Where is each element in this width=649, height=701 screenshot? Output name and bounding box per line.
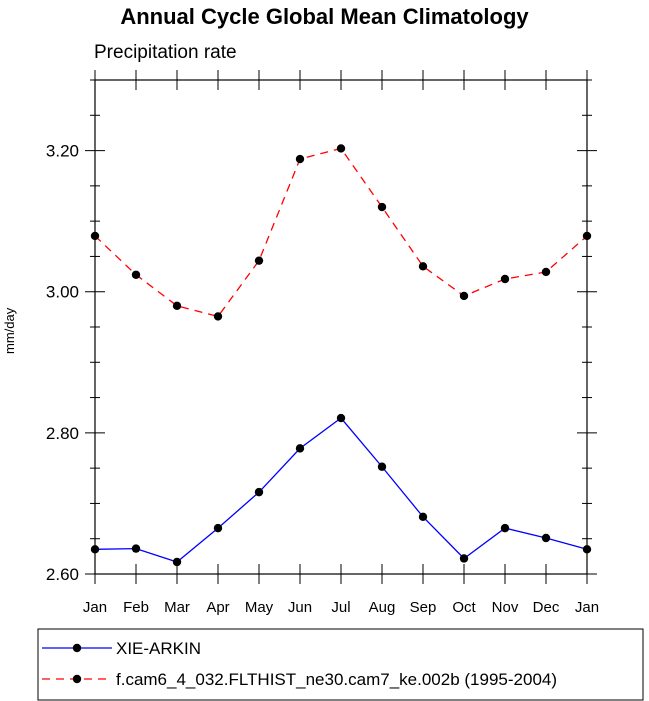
plot-frame (94, 79, 588, 575)
legend-label-2: f.cam6_4_032.FLTHIST_ne30.cam7_ke.002b (… (116, 670, 557, 689)
data-point (172, 301, 182, 311)
data-point (418, 512, 428, 522)
x-tick-label: Mar (164, 599, 190, 616)
data-point (213, 523, 223, 533)
data-point (377, 202, 387, 212)
y-tick-label: 2.80 (46, 424, 79, 443)
data-point (418, 262, 428, 271)
data-point (582, 231, 592, 241)
legend-box (37, 628, 644, 701)
data-point (90, 545, 100, 554)
data-point (295, 154, 305, 164)
chart-subtitle: Precipitation rate (94, 42, 237, 63)
x-tick-label: Jan (575, 599, 599, 616)
data-point (336, 144, 346, 153)
data-point (459, 554, 469, 563)
x-tick-label: May (245, 599, 274, 616)
legend-marker-2 (72, 674, 82, 684)
data-point (500, 523, 510, 533)
x-tick-label: Aug (369, 599, 396, 616)
data-point (336, 413, 346, 423)
data-point (500, 274, 510, 284)
chart-title: Annual Cycle Global Mean Climatology (120, 4, 529, 29)
data-point (90, 231, 100, 241)
data-point (541, 533, 551, 543)
data-point (213, 312, 223, 321)
data-point (254, 487, 264, 497)
data-point (131, 270, 141, 279)
series-line-2 (94, 147, 588, 318)
x-tick-label: Sep (410, 599, 437, 616)
x-tick-label: Feb (123, 599, 149, 616)
data-point (131, 544, 141, 553)
data-point (172, 557, 182, 567)
legend-label-1: XIE-ARKIN (116, 639, 201, 658)
x-tick-label: Apr (206, 599, 229, 616)
x-tick-label: Jan (83, 599, 107, 616)
x-tick-label: Nov (492, 599, 519, 616)
data-point (582, 545, 592, 554)
x-tick-label: Oct (452, 599, 476, 616)
x-tick-label: Dec (533, 599, 560, 616)
data-point (295, 444, 305, 453)
y-tick-label: 3.00 (46, 283, 79, 302)
series-line-1 (94, 417, 588, 563)
legend-marker-1 (72, 643, 82, 653)
data-point (377, 462, 387, 471)
x-tick-label: Jul (331, 599, 350, 616)
y-tick-label: 3.20 (46, 142, 79, 161)
data-point (459, 291, 469, 301)
data-point (541, 267, 551, 277)
x-tick-label: Jun (288, 599, 312, 616)
y-tick-label: 2.60 (46, 565, 79, 584)
data-point (254, 256, 264, 265)
